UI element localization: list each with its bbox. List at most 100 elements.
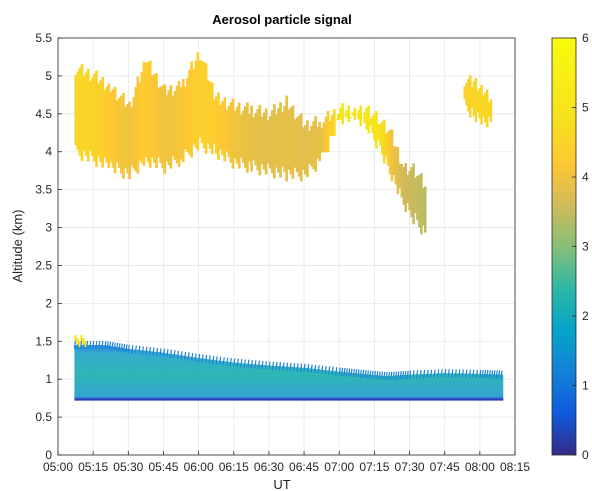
upper-aerosol-layer bbox=[264, 108, 268, 175]
lower-layer-texture bbox=[366, 370, 369, 379]
upper-aerosol-layer bbox=[142, 61, 146, 166]
upper-aerosol-layer bbox=[101, 77, 105, 168]
upper-aerosol-layer bbox=[202, 62, 206, 149]
upper-aerosol-layer bbox=[404, 162, 408, 212]
upper-aerosol-layer bbox=[155, 73, 158, 169]
lower-layer-texture bbox=[282, 362, 285, 371]
upper-aerosol-patch bbox=[476, 91, 480, 113]
lower-layer-texture bbox=[357, 369, 360, 378]
x-axis: 05:00 05:15 05:30 05:45 06:00 06:15 06:30 06:45… bbox=[43, 451, 530, 474]
upper-aerosol-layer bbox=[246, 102, 249, 173]
upper-aerosol-layer bbox=[322, 122, 326, 153]
upper-aerosol-layer bbox=[122, 93, 125, 179]
upper-aerosol-layer bbox=[119, 95, 123, 174]
lower-layer-highlight bbox=[76, 338, 79, 345]
upper-aerosol-patch bbox=[463, 86, 466, 100]
lower-layer-texture bbox=[289, 362, 292, 371]
upper-aerosol-layer bbox=[188, 69, 191, 155]
upper-aerosol-layer bbox=[132, 97, 136, 169]
upper-aerosol-layer bbox=[113, 86, 117, 174]
upper-aerosol-layer bbox=[76, 71, 80, 151]
upper-aerosol-layer bbox=[157, 87, 160, 158]
lower-layer-texture bbox=[292, 363, 296, 372]
lower-layer-texture bbox=[159, 348, 162, 357]
upper-aerosol-layer bbox=[124, 106, 127, 169]
y-tick-label: 2.5 bbox=[35, 258, 52, 272]
lower-layer-texture bbox=[243, 359, 246, 368]
lower-layer-texture bbox=[486, 370, 489, 379]
lower-layer-texture bbox=[437, 369, 440, 378]
lower-layer-texture bbox=[254, 360, 257, 369]
upper-aerosol-layer bbox=[169, 85, 173, 169]
lower-layer-texture bbox=[433, 369, 436, 378]
x-axis-label: UT bbox=[273, 477, 290, 491]
lower-layer-highlight bbox=[80, 335, 83, 342]
lower-layer-texture bbox=[134, 345, 137, 354]
lower-layer-texture bbox=[108, 341, 112, 350]
lower-layer-texture bbox=[190, 352, 194, 361]
upper-aerosol-patch bbox=[478, 88, 481, 119]
upper-aerosol-layer bbox=[304, 125, 307, 175]
upper-aerosol-layer bbox=[285, 95, 289, 182]
lower-layer-texture bbox=[98, 340, 101, 350]
upper-aerosol-layer bbox=[381, 121, 384, 155]
upper-aerosol-layer bbox=[287, 109, 291, 170]
lower-layer-texture bbox=[219, 356, 222, 365]
upper-aerosol-layer bbox=[190, 61, 193, 158]
upper-aerosol-layer bbox=[328, 120, 332, 137]
upper-aerosol-layer bbox=[363, 112, 367, 123]
upper-aerosol-layer bbox=[153, 74, 156, 163]
upper-aerosol-patch bbox=[470, 87, 474, 108]
upper-aerosol-layer bbox=[398, 163, 402, 188]
upper-aerosol-layer bbox=[369, 118, 372, 126]
upper-aerosol-layer bbox=[126, 104, 129, 174]
y-tick-label: 3 bbox=[45, 221, 52, 235]
lower-layer-texture bbox=[385, 372, 388, 381]
upper-aerosol-layer bbox=[324, 116, 328, 153]
upper-aerosol-patch bbox=[489, 99, 493, 123]
upper-aerosol-layer bbox=[103, 89, 107, 158]
lower-layer-texture bbox=[419, 370, 422, 379]
upper-aerosol-layer bbox=[277, 108, 280, 173]
lower-layer-texture bbox=[376, 371, 379, 380]
upper-aerosol-layer bbox=[254, 113, 258, 166]
lower-layer-texture bbox=[187, 352, 190, 361]
upper-aerosol-layer bbox=[266, 120, 270, 164]
upper-aerosol-layer bbox=[260, 116, 264, 165]
y-tick-label: 5 bbox=[45, 69, 52, 83]
upper-aerosol-layer bbox=[138, 82, 142, 161]
upper-aerosol-layer bbox=[217, 92, 220, 160]
lower-layer-texture bbox=[408, 370, 412, 379]
lower-layer-texture bbox=[198, 353, 201, 363]
lower-layer-texture bbox=[390, 371, 393, 380]
upper-aerosol-layer bbox=[165, 95, 169, 162]
upper-aerosol-patch bbox=[480, 85, 483, 125]
upper-aerosol-layer bbox=[394, 146, 398, 185]
upper-aerosol-layer bbox=[111, 89, 115, 168]
upper-aerosol-layer bbox=[227, 105, 231, 158]
lower-layer-texture bbox=[369, 370, 372, 379]
upper-aerosol-layer bbox=[91, 77, 94, 157]
upper-aerosol-layer bbox=[351, 112, 355, 116]
lower-layer-texture bbox=[222, 357, 225, 366]
lower-layer-texture bbox=[340, 367, 344, 376]
upper-aerosol-layer bbox=[167, 90, 171, 165]
lower-layer-texture bbox=[226, 357, 229, 366]
y-axis: 0 0.5 1 1.5 2 2.5 3 3.5 4 4.5 5 5.5 bbox=[35, 31, 62, 462]
upper-aerosol-layer bbox=[231, 98, 235, 169]
upper-aerosol-layer bbox=[270, 110, 274, 174]
lower-layer-texture bbox=[488, 370, 491, 379]
lower-layer-texture bbox=[352, 368, 355, 378]
upper-aerosol-layer bbox=[175, 85, 179, 164]
upper-aerosol-layer bbox=[289, 107, 293, 175]
upper-aerosol-layer bbox=[412, 163, 415, 225]
upper-aerosol-layer bbox=[341, 103, 344, 125]
upper-aerosol-layer bbox=[308, 131, 311, 164]
upper-aerosol-layer bbox=[148, 60, 152, 168]
upper-aerosol-layer bbox=[250, 105, 253, 172]
upper-aerosol-layer bbox=[312, 121, 315, 170]
lower-layer-texture bbox=[257, 360, 260, 369]
upper-aerosol-layer bbox=[248, 114, 251, 162]
upper-aerosol-layer bbox=[293, 119, 297, 168]
upper-aerosol-layer bbox=[161, 85, 165, 169]
